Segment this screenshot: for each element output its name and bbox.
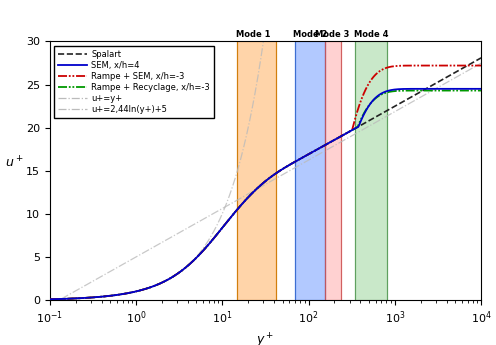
- Text: Mode 4: Mode 4: [354, 30, 388, 39]
- Text: Mode 3: Mode 3: [315, 30, 350, 39]
- Text: Mode 1: Mode 1: [236, 30, 271, 39]
- Text: Mode 2: Mode 2: [293, 30, 327, 39]
- Bar: [295, 41, 325, 300]
- X-axis label: $y^+$: $y^+$: [256, 332, 275, 345]
- Legend: Spalart, SEM, x/h=4, Rampe + SEM, x/h=-3, Rampe + Recyclage, x/h=-3, u+=y+, u+=2: Spalart, SEM, x/h=4, Rampe + SEM, x/h=-3…: [54, 46, 214, 118]
- Bar: [325, 41, 341, 300]
- Bar: [238, 41, 276, 300]
- Y-axis label: $u^+$: $u^+$: [5, 156, 24, 171]
- Bar: [356, 41, 387, 300]
